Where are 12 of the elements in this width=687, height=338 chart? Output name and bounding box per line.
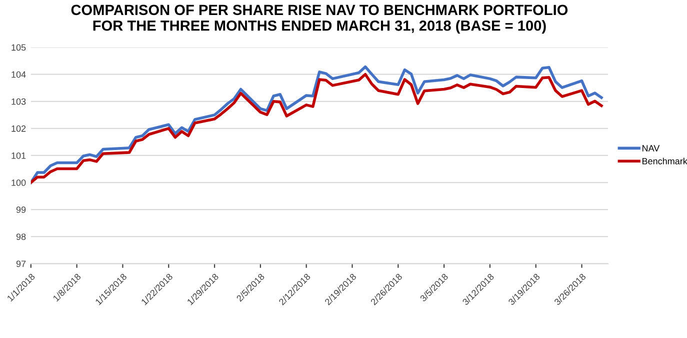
y-tick-label: 103 <box>12 98 26 105</box>
legend-label: Benchmark <box>642 158 687 164</box>
chart-title: COMPARISON OF PER SHARE RISE NAV TO BENCHMARK PORTFOLIO FOR THE THREE MONTHS ENDED MARCH 31, 2018 (BASE = 100) <box>71 4 568 34</box>
y-tick-label: 98 <box>16 234 26 240</box>
y-tick-label: 102 <box>12 125 26 132</box>
y-tick-label: 101 <box>12 152 26 159</box>
y-tick-label: 105 <box>12 44 26 51</box>
y-tick-label: 104 <box>12 71 26 78</box>
y-tick-label: 97 <box>16 260 26 267</box>
legend-label: NAV <box>642 145 660 152</box>
y-tick-label: 99 <box>16 206 26 213</box>
y-tick-label: 100 <box>12 179 26 186</box>
